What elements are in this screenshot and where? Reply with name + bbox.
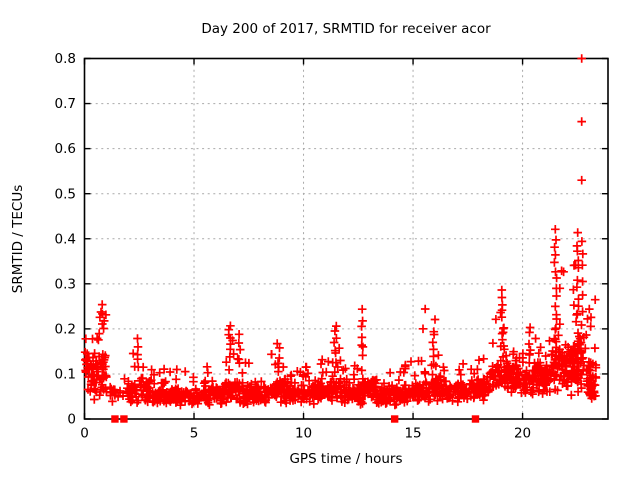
tick-labels: 0 5 10 15 20 0 0.1 0.2 0.3 0.4 0.5 0.6 0.7 0.8 xyxy=(55,51,532,441)
y-tick-label: 0 xyxy=(67,412,76,428)
x-tick-label: 10 xyxy=(295,426,312,442)
x-axis-label: GPS time / hours xyxy=(289,451,402,467)
y-tick-label: 0.4 xyxy=(55,231,76,247)
gridlines xyxy=(84,58,608,419)
data-points xyxy=(80,54,601,423)
y-axis-label: SRMTID / TECUs xyxy=(10,185,26,293)
chart-title: Day 200 of 2017, SRMTID for receiver aco… xyxy=(201,21,491,37)
plot-frame-and-ticks xyxy=(83,57,609,420)
y-tick-label: 0.2 xyxy=(55,321,76,337)
y-tick-label: 0.5 xyxy=(55,186,76,202)
x-tick-label: 15 xyxy=(404,426,421,442)
zero-value-square-marker xyxy=(120,415,128,423)
scatter-plus-markers xyxy=(80,54,601,410)
x-tick-label: 0 xyxy=(80,426,89,442)
y-tick-label: 0.3 xyxy=(55,276,76,292)
x-tick-label: 5 xyxy=(190,426,199,442)
y-tick-label: 0.7 xyxy=(55,96,76,112)
zero-value-square-marker xyxy=(471,415,480,423)
x-tick-label: 20 xyxy=(514,426,531,442)
y-tick-label: 0.1 xyxy=(55,367,76,383)
zero-value-square-marker xyxy=(390,415,399,423)
y-tick-label: 0.6 xyxy=(55,141,76,157)
zero-value-square-marker xyxy=(111,415,119,423)
y-tick-label: 0.8 xyxy=(55,51,76,67)
